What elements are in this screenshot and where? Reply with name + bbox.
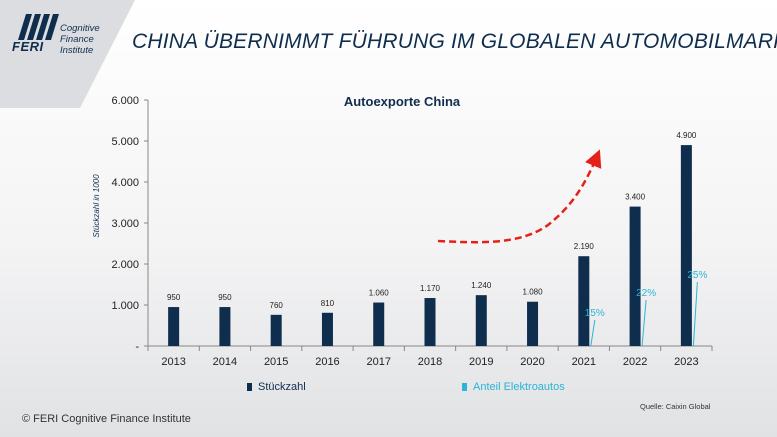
bar-value-label: 1.240 xyxy=(471,281,492,290)
y-axis: - 1.000 2.000 3.000 4.000 5.000 6.000 xyxy=(111,95,149,353)
bar xyxy=(578,256,590,346)
bar xyxy=(219,307,231,346)
legend-label-units: Stückzahl xyxy=(258,381,306,393)
legend-item-units: Stückzahl xyxy=(247,381,306,393)
bar-value-label: 950 xyxy=(167,293,181,302)
bar xyxy=(424,298,436,346)
legend-label-ev-share: Anteil Elektroautos xyxy=(473,381,565,393)
bar-value-label: 1.170 xyxy=(420,284,441,293)
bar-value-label: 950 xyxy=(218,293,232,302)
x-tick-label: 2022 xyxy=(623,356,647,368)
x-tick-label: 2021 xyxy=(572,356,596,368)
y-tick-label: 6.000 xyxy=(111,95,139,107)
bar-value-label: 810 xyxy=(321,299,335,308)
x-axis: 2013 2014 2015 2016 2017 2018 2019 2020 2021 2022… xyxy=(147,345,713,368)
bar xyxy=(168,307,180,346)
x-tick-label: 2023 xyxy=(674,356,698,368)
logo-brand: FERI xyxy=(12,39,44,54)
source-note: Quelle: Caixin Global xyxy=(640,402,711,411)
bar xyxy=(270,314,282,346)
bar-value-label: 760 xyxy=(270,301,284,310)
y-tick-label: 4.000 xyxy=(111,177,139,189)
ev-share-leader xyxy=(692,281,698,347)
ev-share-leader xyxy=(590,319,596,347)
bar-value-label: 3.400 xyxy=(625,193,646,202)
bar xyxy=(475,295,487,346)
ev-share-annotations: 15% 22% 25% xyxy=(585,270,707,347)
y-tick-label: 5.000 xyxy=(111,136,139,148)
bar-value-label: 1.080 xyxy=(523,288,544,297)
ev-share-label: 25% xyxy=(687,270,707,281)
logo-line-2: Finance xyxy=(60,34,94,45)
ev-share-label: 15% xyxy=(585,308,605,319)
bar xyxy=(680,145,692,346)
x-tick-label: 2019 xyxy=(469,356,493,368)
ev-share-label: 22% xyxy=(636,288,656,299)
feri-logo-icon xyxy=(18,14,59,40)
logo-line-3: Institute xyxy=(60,45,94,56)
x-tick-label: 2015 xyxy=(264,356,288,368)
chart-title: Autoexporte China xyxy=(344,94,461,109)
bar xyxy=(629,206,641,346)
bar xyxy=(321,312,333,346)
feri-logo: FERI Cognitive Finance Institute xyxy=(12,12,122,72)
y-tick-label: 2.000 xyxy=(111,259,139,271)
bar xyxy=(373,302,385,346)
legend-swatch-ev-share xyxy=(462,383,467,392)
x-tick-label: 2018 xyxy=(418,356,442,368)
x-tick-label: 2013 xyxy=(161,356,185,368)
logo-line-1: Cognitive xyxy=(60,23,100,34)
y-tick-label: 3.000 xyxy=(111,218,139,230)
legend-item-ev-share: Anteil Elektroautos xyxy=(462,381,565,393)
bar xyxy=(527,301,539,346)
page-title: CHINA ÜBERNIMMT FÜHRUNG IM GLOBALEN AUTO… xyxy=(132,30,777,53)
legend-swatch-units xyxy=(247,383,252,392)
y-axis-label: Stückzahl in 1000 xyxy=(92,174,101,238)
bar-series: 950 950 760 810 1.060 1.170 1.240 1.080 2.190 3.4… xyxy=(167,131,697,346)
ev-share-leader xyxy=(641,299,647,347)
trend-arrow xyxy=(437,149,602,244)
copyright: © FERI Cognitive Finance Institute xyxy=(22,413,191,425)
x-tick-label: 2020 xyxy=(520,356,544,368)
y-tick-label: 1.000 xyxy=(111,300,139,312)
y-tick-label: - xyxy=(135,341,139,353)
x-tick-label: 2014 xyxy=(213,356,237,368)
bar-value-label: 1.060 xyxy=(369,289,390,298)
bar-value-label: 2.190 xyxy=(574,242,595,251)
bar-value-label: 4.900 xyxy=(676,131,697,140)
x-tick-label: 2017 xyxy=(366,356,390,368)
x-tick-label: 2016 xyxy=(315,356,339,368)
